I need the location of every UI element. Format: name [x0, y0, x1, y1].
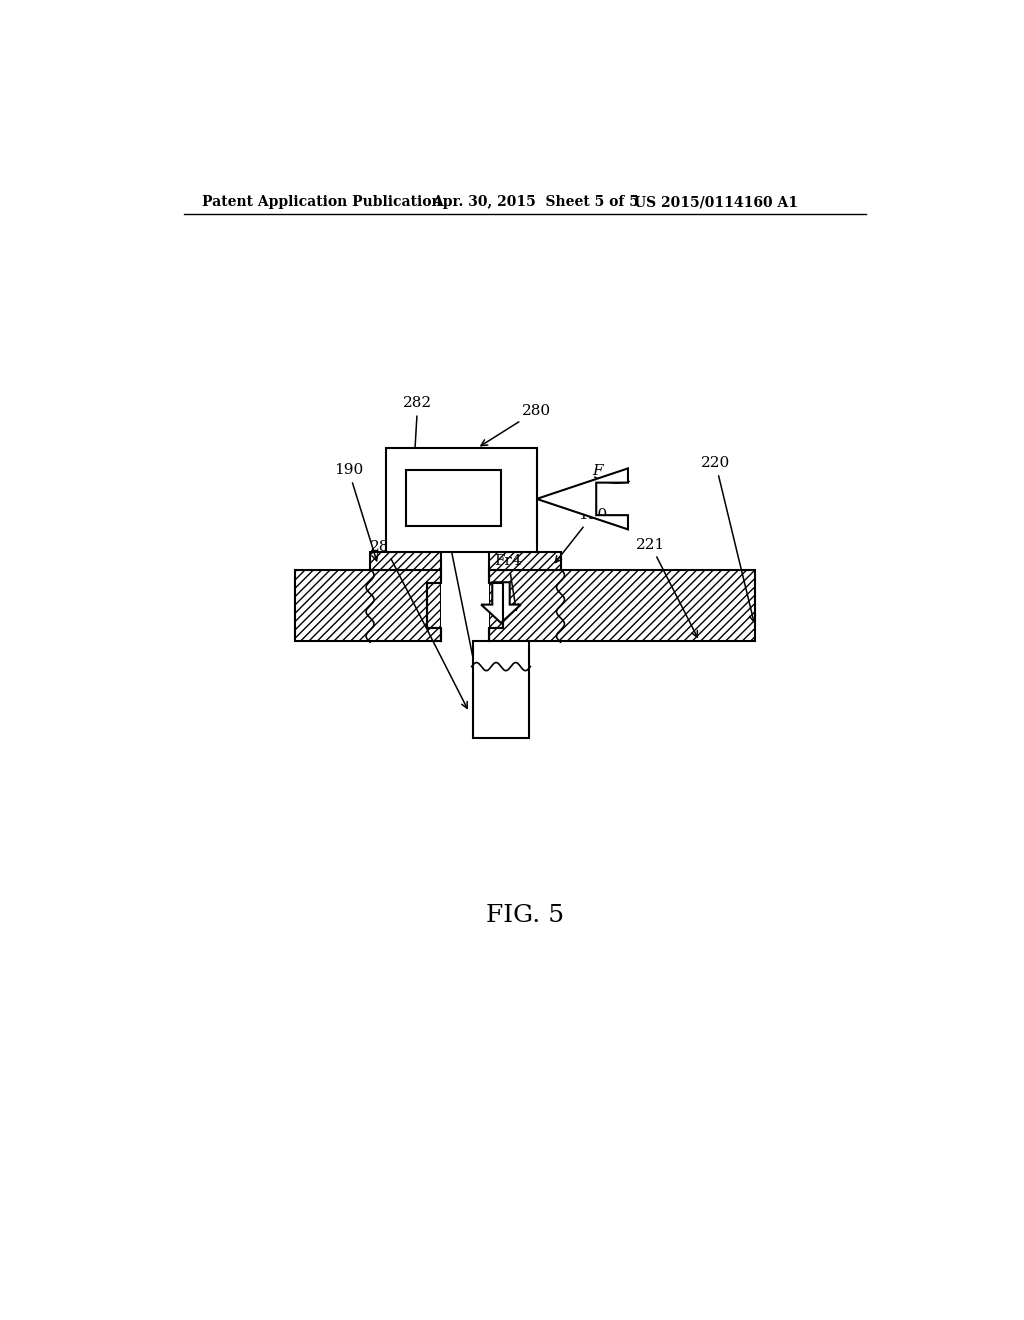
Text: F: F [593, 465, 603, 478]
Bar [406, 470, 501, 527]
Bar [295, 570, 441, 642]
Text: FIG. 5: FIG. 5 [485, 904, 564, 927]
Bar [489, 552, 560, 570]
Text: Fr4: Fr4 [495, 554, 522, 610]
Bar [441, 570, 489, 642]
Bar [473, 642, 528, 738]
Bar [370, 552, 441, 570]
Text: Apr. 30, 2015  Sheet 5 of 5: Apr. 30, 2015 Sheet 5 of 5 [432, 195, 639, 209]
Text: 284: 284 [371, 540, 467, 709]
Text: 223: 223 [431, 515, 490, 734]
Text: 190: 190 [555, 508, 607, 562]
Polygon shape [537, 469, 628, 529]
Bar [386, 447, 537, 552]
Text: 190: 190 [334, 463, 378, 561]
Text: 280: 280 [481, 404, 551, 446]
Bar [489, 570, 755, 642]
Polygon shape [481, 582, 521, 623]
Text: 221: 221 [636, 537, 697, 638]
Text: US 2015/0114160 A1: US 2015/0114160 A1 [634, 195, 799, 209]
Text: 220: 220 [701, 457, 756, 622]
Text: 282: 282 [403, 396, 432, 466]
Text: Patent Application Publication: Patent Application Publication [202, 195, 441, 209]
